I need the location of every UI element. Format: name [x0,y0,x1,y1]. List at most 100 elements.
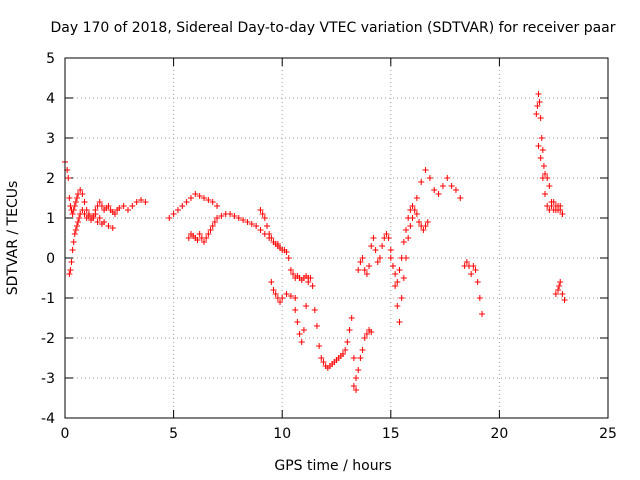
data-point [105,223,112,229]
data-point [542,191,549,197]
data-point [374,259,381,265]
data-point [416,219,423,225]
data-point [300,327,307,333]
data-point [101,219,108,225]
data-point [244,219,251,225]
data-point [313,323,320,329]
data-point [76,215,83,221]
data-point [194,237,201,243]
data-point [398,255,405,261]
data-point [422,223,429,229]
data-point [409,203,416,209]
data-point [350,355,357,361]
data-point [277,299,284,305]
data-point [535,91,542,97]
data-point [353,375,360,381]
data-point [435,191,442,197]
data-point [350,383,357,389]
data-point [413,211,420,217]
data-point [548,203,555,209]
data-point [355,367,362,373]
data-point [546,207,553,213]
data-point [227,211,234,217]
data-point [448,183,455,189]
data-point [559,211,566,217]
data-point [309,283,316,289]
data-point [263,223,270,229]
y-axis-label: SDTVAR / TECUs [5,181,21,296]
data-point [96,199,103,205]
data-point [69,211,76,217]
x-tick-label: 5 [169,426,178,442]
data-point [363,331,370,337]
data-point [192,191,199,197]
data-point [270,287,277,293]
data-point [403,227,410,233]
x-tick-label: 25 [599,426,617,442]
data-point [287,293,294,299]
data-point [292,295,299,301]
data-point [355,267,362,273]
data-point [231,213,238,219]
x-tick-label: 0 [61,426,70,442]
data-point [361,335,368,341]
data-point [66,271,73,277]
data-point [257,227,264,233]
data-point [342,347,349,353]
data-point [183,199,190,205]
data-point [534,103,541,109]
data-point [546,183,553,189]
data-point [283,249,290,255]
plot-frame [64,57,609,419]
data-point [105,203,112,209]
data-point [70,239,77,245]
data-point [253,223,260,229]
data-point [185,235,192,241]
data-point [81,211,88,217]
data-point [292,307,299,313]
data-point [387,255,394,261]
data-point [394,279,401,285]
data-point [368,243,375,249]
data-point [555,287,562,293]
data-point [120,203,127,209]
data-point [66,195,73,201]
x-axis-label: GPS time / hours [274,458,391,474]
data-point [203,235,210,241]
data-point [259,211,266,217]
data-point [129,203,136,209]
data-point [303,303,310,309]
data-point [552,291,559,297]
data-point [209,223,216,229]
data-point [214,203,221,209]
data-point [207,227,214,233]
data-point [201,239,208,245]
data-point [557,279,564,285]
y-tick-label: 0 [46,251,55,267]
data-point [452,187,459,193]
data-point [379,243,386,249]
data-point [75,219,82,225]
y-tick-label: 5 [46,51,55,67]
data-point [394,303,401,309]
data-point [98,203,105,209]
y-tick-label: -3 [41,371,55,387]
data-point [94,219,101,225]
data-point [405,235,412,241]
data-point [361,267,368,273]
data-point [316,343,323,349]
data-point [387,247,394,253]
data-point [422,167,429,173]
data-point [235,215,242,221]
data-point [111,211,118,217]
x-tick-label: 15 [382,426,400,442]
data-point [340,351,347,357]
data-point [474,279,481,285]
data-point [535,143,542,149]
y-tick-label: -4 [41,411,55,427]
data-point [439,183,446,189]
data-point [166,215,173,221]
data-point [539,147,546,153]
data-point [69,247,76,253]
data-point [73,223,80,229]
